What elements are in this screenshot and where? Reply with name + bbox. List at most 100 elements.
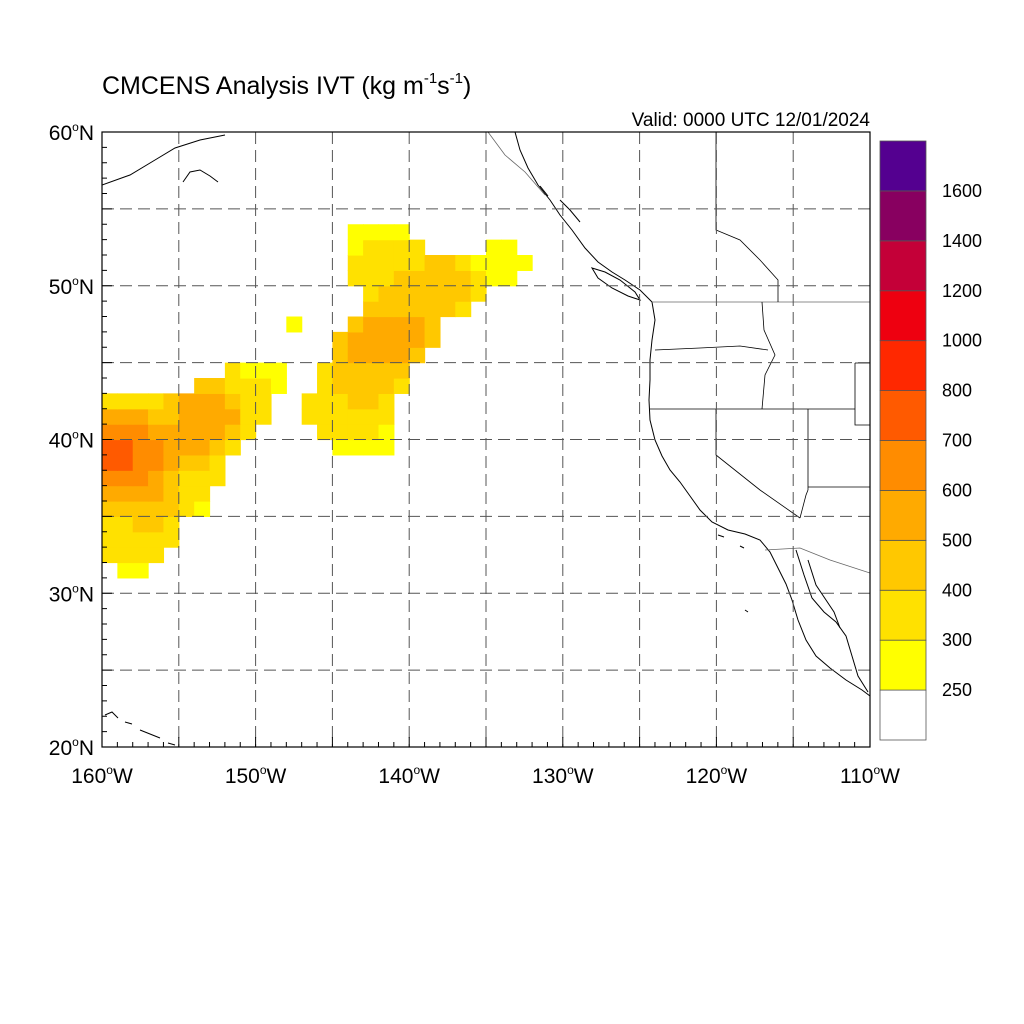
ivt-cell (439, 285, 456, 302)
ivt-cell (270, 362, 287, 379)
canada-province-border (715, 132, 779, 302)
ivt-cell (393, 239, 410, 256)
colorbar-label: 700 (942, 431, 972, 451)
ivt-cell (393, 270, 410, 287)
ivt-cell (378, 347, 395, 364)
lon-label: 160oW (71, 763, 133, 788)
bc-islands (539, 185, 581, 223)
ivt-cell (117, 485, 134, 502)
ivt-cell (486, 270, 502, 287)
ivt-cell (409, 316, 426, 333)
ivt-cell (102, 516, 118, 533)
ivt-cell (363, 424, 380, 441)
colorbar-swatch (879, 240, 927, 292)
latitude-labels: 60oN 50oN 40oN 30oN 20oN (49, 120, 94, 760)
ivt-cell (363, 393, 380, 410)
ivt-cell (409, 347, 426, 364)
ivt-cell (178, 408, 195, 425)
ivt-cell (455, 255, 472, 271)
ivt-cell (455, 270, 472, 287)
ivt-cell (347, 331, 364, 348)
ivt-cell (148, 393, 165, 410)
hawaii-islands (104, 711, 176, 746)
ivt-cell (209, 378, 226, 394)
ivt-cell (363, 285, 380, 302)
ivt-cell (347, 255, 364, 271)
ivt-cell (132, 439, 149, 456)
ivt-cell (194, 454, 211, 471)
lat-label: 50oN (49, 274, 94, 299)
ivt-cell (393, 331, 410, 348)
ivt-cell (240, 378, 257, 394)
ivt-cell (378, 285, 395, 302)
ivt-cell (347, 347, 364, 364)
ivt-cell (240, 424, 257, 441)
channel-islands (717, 534, 749, 613)
ivt-cell (194, 439, 211, 456)
ivt-cell (240, 393, 257, 410)
ivt-cell (378, 408, 395, 425)
ivt-cell (224, 378, 241, 394)
ivt-cell (132, 454, 149, 471)
colorbar-swatch (879, 340, 927, 391)
ivt-cell (470, 285, 487, 302)
ivt-cell (194, 408, 211, 425)
ivt-cell (178, 424, 195, 441)
ivt-cell (424, 301, 441, 318)
ivt-cell (332, 393, 349, 410)
ivt-cell (393, 316, 410, 333)
ivt-cell (148, 516, 165, 533)
ivt-cell (194, 378, 211, 394)
ivt-cell (178, 393, 195, 410)
ivt-cell (224, 362, 241, 379)
colorbar-label: 1400 (942, 231, 982, 251)
idaho-west (761, 301, 776, 410)
ivt-cell (132, 516, 149, 533)
ivt-cell (332, 347, 349, 364)
ivt-cell (363, 378, 380, 394)
ivt-cell (301, 393, 318, 410)
ivt-cell (317, 393, 333, 410)
ivt-cell (240, 362, 257, 379)
ivt-cell (378, 378, 395, 394)
ivt-cell (378, 270, 395, 287)
ivt-cell (409, 331, 426, 348)
ivt-cell (332, 378, 349, 394)
ivt-cell (409, 285, 426, 302)
ivt-cell (132, 501, 149, 517)
ivt-cell (132, 424, 149, 441)
ivt-cell (347, 393, 364, 410)
ivt-cell (363, 439, 380, 456)
nevada-arizona (799, 489, 809, 519)
ivt-cell (378, 239, 395, 256)
ivt-cell (286, 316, 303, 333)
ivt-cell (132, 531, 149, 548)
ivt-cell (378, 424, 395, 441)
ivt-cell (148, 408, 165, 425)
ivt-cell (501, 270, 518, 287)
colorbar-swatch (879, 539, 927, 591)
ivt-cell (347, 224, 364, 241)
ivt-cell (163, 470, 180, 487)
colorbar-swatch (879, 639, 927, 691)
ivt-cell (393, 347, 410, 364)
ivt-cell (224, 393, 241, 410)
ivt-cell (209, 393, 226, 410)
ivt-cell (224, 408, 241, 425)
ivt-cell (102, 408, 118, 425)
ivt-cell (148, 424, 165, 441)
colorbar: 250 300 400 500 600 700 800 1000 1200 1400 1600 (879, 140, 982, 741)
colorbar-swatch (879, 290, 927, 342)
ivt-cell (378, 316, 395, 333)
ivt-cell (148, 454, 165, 471)
ivt-cell (209, 439, 226, 456)
ivt-cell (102, 501, 118, 517)
ivt-cell (163, 485, 180, 502)
ivt-cell (163, 516, 180, 533)
ivt-cell (317, 424, 333, 441)
ivt-cell (424, 270, 441, 287)
ivt-cell (332, 424, 349, 441)
ivt-cell (194, 424, 211, 441)
lat-label: 60oN (49, 120, 94, 145)
ivt-cell (163, 531, 180, 548)
